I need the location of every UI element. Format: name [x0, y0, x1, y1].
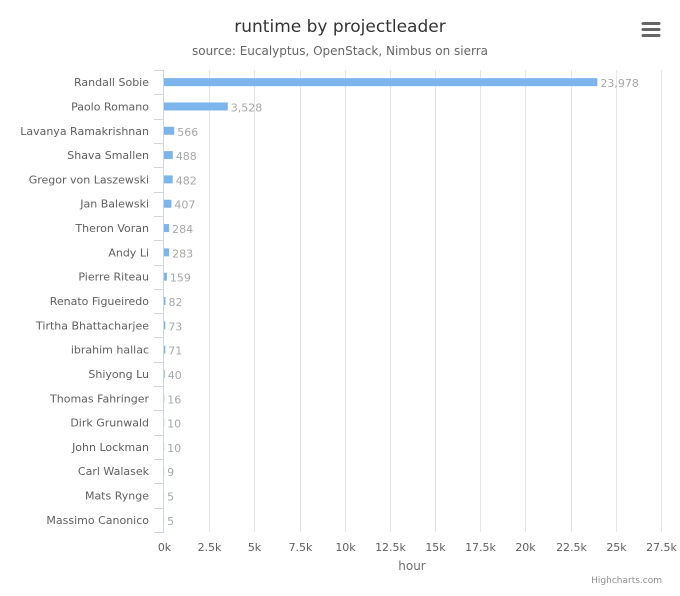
bar[interactable] [164, 248, 170, 257]
category-label: ibrahim hallac [71, 344, 149, 357]
category-labels: Randall Sobie Paolo Romano Lavanya Ramakri… [20, 76, 149, 527]
x-tick-labels: 0k 2.5k 5k 7.5k 10k 12.5k 15k 17.5k 20k 22.5k 25k 2… [158, 541, 678, 554]
x-tick-label: 0k [158, 541, 172, 554]
data-label: 10 [167, 418, 181, 431]
x-tick-label: 10k [335, 541, 356, 554]
x-tick-label: 25k [606, 541, 627, 554]
data-label: 40 [168, 369, 182, 382]
data-label: 82 [168, 296, 182, 309]
x-tick-label: 27.5k [646, 541, 677, 554]
x-tick-label: 20k [515, 541, 536, 554]
bar[interactable] [164, 272, 167, 281]
category-label: Andy Li [108, 246, 149, 259]
bar[interactable] [164, 102, 228, 111]
bar[interactable] [164, 199, 172, 208]
category-label: Lavanya Ramakrishnan [20, 125, 149, 138]
category-label: Carl Walasek [78, 465, 150, 478]
chart-subtitle: source: Eucalyptus, OpenStack, Nimbus on… [192, 44, 488, 58]
x-tick-label: 2.5k [198, 541, 222, 554]
bar[interactable] [164, 224, 170, 233]
x-tick-label: 7.5k [289, 541, 313, 554]
credits-link[interactable]: Highcharts.com [591, 576, 662, 586]
grid-lines [209, 70, 662, 532]
data-label: 23,978 [600, 77, 639, 90]
data-label: 3,528 [231, 101, 262, 114]
x-tick-label: 5k [248, 541, 262, 554]
data-label: 284 [172, 223, 193, 236]
x-tick-label: 22.5k [556, 541, 587, 554]
data-label: 407 [174, 199, 195, 212]
bar[interactable] [164, 369, 165, 378]
category-label: Shiyong Lu [88, 368, 149, 381]
data-label: 482 [176, 174, 197, 187]
data-label: 5 [167, 491, 174, 504]
chart-title: runtime by projectleader [234, 17, 445, 37]
data-label: 566 [177, 126, 198, 139]
data-label: 9 [167, 466, 174, 479]
bar[interactable] [164, 321, 166, 330]
category-label: Pierre Riteau [78, 271, 149, 284]
x-tick-label: 17.5k [465, 541, 496, 554]
axis-lines [154, 70, 164, 533]
category-label: Massimo Canonico [46, 514, 149, 527]
data-labels: 23,978 3,528 566 488 482 407 284 283 159 82 73 71 40… [167, 77, 639, 528]
category-label: Shava Smallen [67, 149, 149, 162]
data-label: 283 [172, 247, 193, 260]
hamburger-menu-icon[interactable] [636, 16, 666, 42]
data-label: 73 [168, 320, 182, 333]
bar[interactable] [164, 78, 598, 87]
category-label: John Lockman [71, 441, 149, 454]
data-label: 5 [167, 515, 174, 528]
bar[interactable] [164, 151, 173, 160]
x-tick-label: 12.5k [375, 541, 406, 554]
bar[interactable] [164, 175, 173, 184]
category-label: Theron Voran [74, 222, 149, 235]
category-label: Tirtha Bhattacharjee [35, 319, 149, 332]
category-label: Renato Figueiredo [50, 295, 150, 308]
data-label: 10 [167, 442, 181, 455]
data-label: 488 [176, 150, 197, 163]
category-label: Jan Balewski [79, 198, 149, 211]
category-label: Thomas Fahringer [49, 392, 149, 405]
category-label: Gregor von Laszewski [29, 173, 149, 186]
data-label: 71 [168, 345, 182, 358]
data-label: 159 [170, 272, 191, 285]
data-label: 16 [167, 393, 181, 406]
bar[interactable] [164, 345, 166, 354]
bars-series [164, 78, 598, 524]
x-axis-title: hour [398, 559, 426, 573]
x-tick-label: 15k [425, 541, 446, 554]
bar[interactable] [164, 126, 175, 135]
category-label: Dirk Grunwald [70, 417, 149, 430]
category-label: Mats Rynge [85, 490, 149, 503]
category-label: Randall Sobie [74, 76, 149, 89]
category-label: Paolo Romano [71, 100, 149, 113]
bar[interactable] [164, 297, 166, 305]
